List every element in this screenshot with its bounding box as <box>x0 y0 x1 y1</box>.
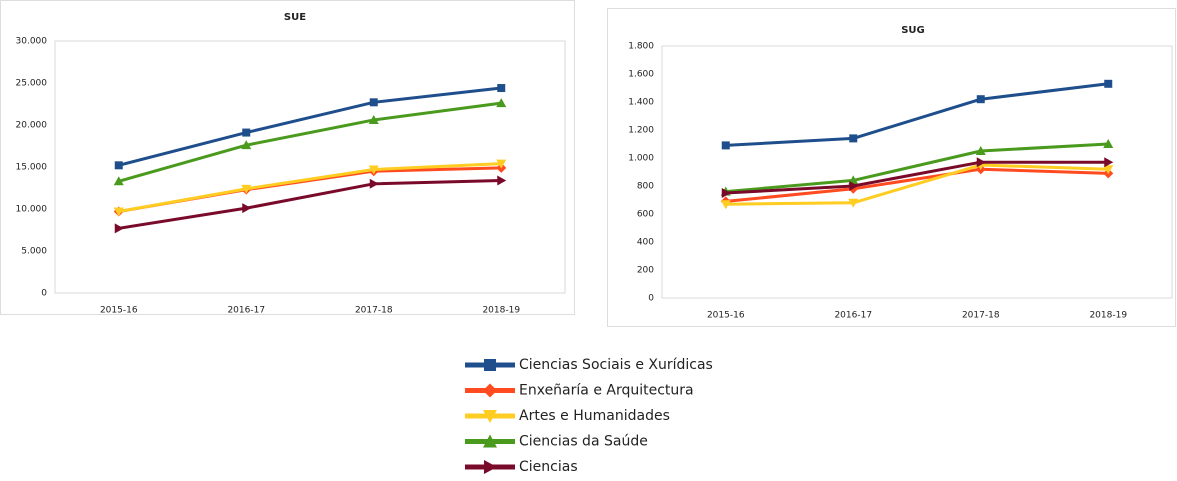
series-line <box>118 166 502 213</box>
marker <box>113 176 124 186</box>
x-tick-label: 2017-18 <box>962 311 1000 321</box>
y-tick-label: 5.000 <box>21 247 47 257</box>
marker <box>241 140 252 150</box>
marker <box>113 207 124 217</box>
marker <box>1103 165 1114 175</box>
y-tick-label: 400 <box>637 238 654 248</box>
y-tick-label: 20.000 <box>16 121 48 131</box>
marker <box>241 184 252 194</box>
series-line <box>118 178 502 230</box>
y-tick-label: 800 <box>637 182 654 192</box>
y-tick-label: 25.000 <box>16 79 48 89</box>
marker <box>484 460 497 474</box>
marker <box>114 161 123 170</box>
series-line <box>118 162 502 213</box>
x-tick-label: 2016-17 <box>834 311 872 321</box>
series-line <box>725 160 1109 195</box>
legend-label: Ciencias <box>519 459 578 475</box>
y-tick-label: 1.200 <box>628 126 654 136</box>
marker <box>497 175 507 186</box>
series-line <box>725 167 1109 203</box>
marker <box>368 165 379 175</box>
y-tick-label: 10.000 <box>16 205 48 215</box>
marker <box>1103 139 1114 148</box>
marker <box>976 157 986 168</box>
plot-frame <box>54 40 566 294</box>
marker <box>483 383 497 398</box>
x-tick-label: 2017-18 <box>355 306 393 316</box>
marker <box>976 95 985 104</box>
x-tick-label: 2018-19 <box>1089 311 1127 321</box>
marker <box>848 198 859 208</box>
marker <box>720 200 731 210</box>
plot-frame <box>661 45 1173 299</box>
chart-border <box>0 0 575 315</box>
marker <box>849 181 859 191</box>
x-tick-label: 2018-19 <box>482 306 520 316</box>
marker <box>849 134 858 143</box>
y-tick-label: 0 <box>648 294 654 304</box>
marker <box>114 223 124 234</box>
marker <box>242 203 252 214</box>
x-tick-label: 2016-17 <box>227 306 265 316</box>
marker <box>368 114 379 124</box>
y-tick-label: 600 <box>637 210 654 220</box>
y-tick-label: 200 <box>637 266 654 276</box>
series-line <box>118 86 502 167</box>
series-line <box>118 101 502 183</box>
marker <box>496 98 507 108</box>
marker <box>975 146 986 155</box>
marker <box>369 178 379 189</box>
y-tick-label: 1.000 <box>628 154 654 164</box>
y-tick-label: 30.000 <box>16 37 48 47</box>
series-line <box>725 163 1109 206</box>
marker <box>483 410 497 423</box>
x-tick-label: 2015-16 <box>707 311 745 321</box>
legend-label: Ciencias da Saúde <box>519 434 648 450</box>
series-line <box>725 142 1109 194</box>
marker <box>369 98 378 107</box>
legend-label: Artes e Humanidades <box>519 408 670 424</box>
marker <box>721 188 731 198</box>
y-tick-label: 1.800 <box>628 42 654 52</box>
chart-title: SUE <box>284 12 306 23</box>
marker <box>484 359 496 371</box>
marker <box>497 84 506 93</box>
y-tick-label: 15.000 <box>16 163 48 173</box>
chart-border <box>607 8 1176 327</box>
marker <box>483 434 497 448</box>
marker <box>496 159 507 169</box>
y-tick-label: 0 <box>41 289 47 299</box>
marker <box>1104 157 1114 168</box>
series-line <box>725 82 1109 147</box>
x-tick-label: 2015-16 <box>100 306 138 316</box>
legend-label: Ciencias Sociais e Xurídicas <box>519 357 713 373</box>
y-tick-label: 1.600 <box>628 70 654 80</box>
legend-label: Enxeñaría e Arquitectura <box>519 383 694 399</box>
chart-title: SUG <box>901 25 925 36</box>
marker <box>1104 79 1113 88</box>
marker <box>242 128 251 137</box>
y-tick-label: 1.400 <box>628 98 654 108</box>
marker <box>721 141 730 150</box>
